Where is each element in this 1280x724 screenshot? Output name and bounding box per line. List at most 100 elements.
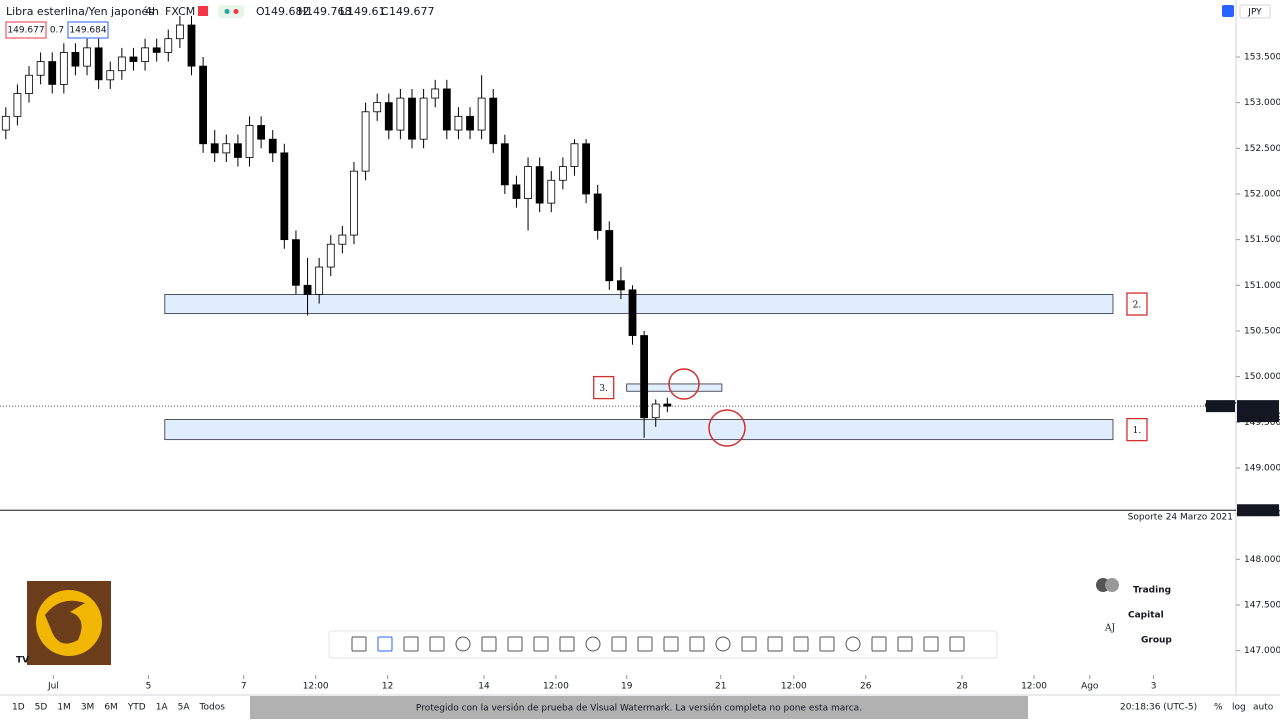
tool-icon[interactable] <box>845 636 861 652</box>
tool-icon[interactable] <box>715 636 731 652</box>
low: 149.61 <box>347 5 386 18</box>
support-price: 148.537 <box>1242 506 1279 516</box>
tool-icon[interactable] <box>871 636 887 652</box>
candle-body <box>396 97 405 131</box>
zone-label: 3. <box>599 384 608 394</box>
y-tick-label: 149.000 <box>1244 463 1280 473</box>
bottom-bar: 1D 5D 1M 3M 6M YTD 1A 5A Todos 20:18:36 (UTC-5)% l… <box>12 703 1274 713</box>
candle-body <box>141 47 149 62</box>
tool-icon[interactable] <box>481 636 497 652</box>
currency-badge[interactable] <box>1239 4 1271 19</box>
tool-icon[interactable] <box>429 636 445 652</box>
tool-icon[interactable] <box>741 636 757 652</box>
candle-body <box>152 47 161 53</box>
y-tick-label: 152.000 <box>1244 189 1280 199</box>
l-label: L <box>340 5 347 18</box>
candle-body <box>222 143 231 154</box>
tool-icon[interactable] <box>533 636 549 652</box>
o-label: O <box>256 5 265 18</box>
scale-option[interactable]: log <box>1232 703 1246 713</box>
currency[interactable]: JPY <box>1247 8 1262 18</box>
tool-icon[interactable] <box>949 636 965 652</box>
range-button[interactable]: 1M <box>57 703 71 713</box>
tool-icon[interactable] <box>455 636 471 652</box>
scale-option[interactable]: auto <box>1253 703 1274 713</box>
tool-icon[interactable] <box>585 636 601 652</box>
buy-button[interactable] <box>67 21 109 39</box>
compare-button[interactable] <box>1222 5 1234 17</box>
candle-body <box>303 284 312 295</box>
tool-icon[interactable] <box>403 636 419 652</box>
tool-icon[interactable] <box>819 636 835 652</box>
tool-icon[interactable] <box>559 636 575 652</box>
buy-price[interactable]: 149.684 <box>69 26 106 36</box>
candle-body <box>234 143 242 158</box>
h-label: H <box>298 5 306 18</box>
candle-body <box>535 166 544 204</box>
range-button[interactable]: 6M <box>104 703 118 713</box>
range-button[interactable]: 5A <box>178 703 191 713</box>
tool-icon[interactable] <box>923 636 939 652</box>
watermark-band <box>250 696 1028 719</box>
candle-body <box>408 97 416 140</box>
candle-body <box>558 166 567 181</box>
range-button[interactable]: 1A <box>156 703 169 713</box>
candle-body <box>129 56 138 62</box>
candle-body <box>489 97 498 145</box>
x-tick-label: Jul <box>47 682 59 692</box>
candle-body <box>257 125 266 140</box>
range-button[interactable]: YTD <box>127 703 146 713</box>
tv-logo: TV <box>16 656 29 666</box>
tool-icon[interactable] <box>351 636 367 652</box>
candle-body <box>292 239 300 286</box>
zone-label-box <box>1126 292 1148 316</box>
x-tick-label: 5 <box>146 682 152 692</box>
candle-body <box>547 179 556 204</box>
tool-icon[interactable] <box>793 636 809 652</box>
candle-body <box>582 143 590 195</box>
candle-body <box>651 403 660 419</box>
zone-label: 1. <box>1133 426 1142 436</box>
tool-icon[interactable] <box>663 636 679 652</box>
range-button[interactable]: Todos <box>199 703 226 713</box>
zone-label-box <box>1126 417 1148 442</box>
candle-body <box>315 266 324 295</box>
y-tick-label: 150.500 <box>1244 326 1280 336</box>
tool-icon[interactable] <box>637 636 653 652</box>
candle-body <box>106 70 115 81</box>
logo-aj: AJ <box>1104 624 1115 634</box>
sell-button[interactable] <box>5 21 47 39</box>
x-tick-label: 12:00 <box>1021 682 1047 692</box>
zone <box>164 419 1114 441</box>
x-tick-label: 19 <box>621 682 633 692</box>
trading-logo: AJ Trading Capital Group <box>1096 578 1172 646</box>
range-button[interactable]: 3M <box>81 703 95 713</box>
range-button[interactable]: 5D <box>35 703 48 713</box>
y-tick-label: 151.500 <box>1244 235 1280 245</box>
candle-body <box>570 143 579 167</box>
sell-price[interactable]: 149.677 <box>7 26 44 36</box>
tool-icon[interactable] <box>377 636 393 652</box>
candle-body <box>117 56 126 72</box>
y-tick-label: 149.500 <box>1244 418 1280 428</box>
support-name: Soporte 24 Marzo 2021 <box>1128 513 1233 523</box>
logo-text: Trading <box>1133 586 1171 596</box>
y-tick-label: 153.000 <box>1244 98 1280 108</box>
candle-body <box>384 102 393 131</box>
candle-body <box>245 125 254 158</box>
drawing-toolbar <box>328 630 998 659</box>
y-tick-label: 147.500 <box>1244 600 1280 610</box>
candle-body <box>431 88 440 99</box>
tool-icon[interactable] <box>689 636 705 652</box>
tool-icon[interactable] <box>767 636 783 652</box>
tool-icon[interactable] <box>897 636 913 652</box>
annotation-circle <box>668 368 700 400</box>
tool-icon[interactable] <box>611 636 627 652</box>
tool-icon[interactable] <box>507 636 523 652</box>
candle-body <box>640 335 649 419</box>
candle-body <box>350 170 358 236</box>
y-tick-label: 147.000 <box>1244 646 1280 656</box>
scale-option[interactable]: % <box>1214 703 1223 713</box>
range-button[interactable]: 1D <box>12 703 25 713</box>
